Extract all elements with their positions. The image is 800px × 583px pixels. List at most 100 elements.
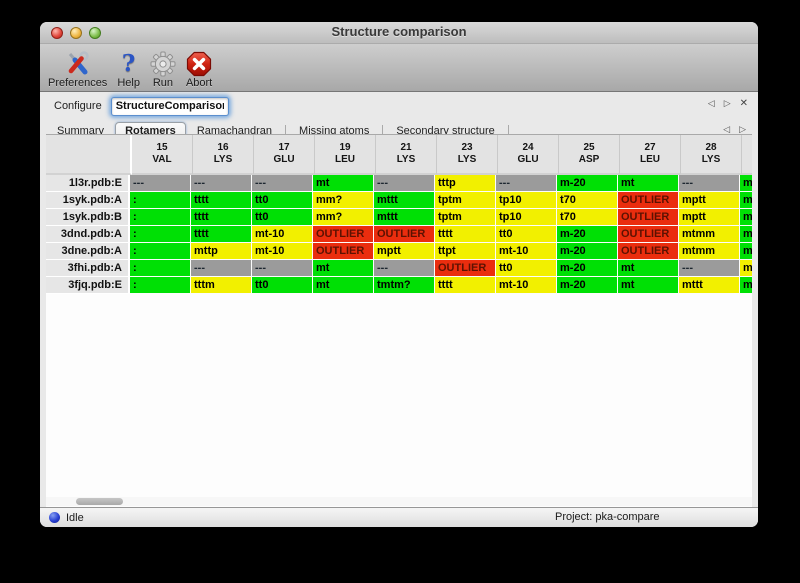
structure-row-label[interactable]: 1syk.pdb:B bbox=[46, 209, 130, 226]
rotamer-cell[interactable]: tt0 bbox=[252, 277, 313, 294]
rotamer-cell[interactable]: tp10 bbox=[496, 209, 557, 226]
rotamer-cell[interactable]: tptm bbox=[435, 209, 496, 226]
rotamer-cell[interactable]: mt-10 bbox=[252, 226, 313, 243]
zoom-window-button[interactable] bbox=[89, 27, 101, 39]
rotamer-cell[interactable]: mt bbox=[313, 277, 374, 294]
rotamer-cell[interactable]: tttp bbox=[435, 175, 496, 192]
rotamer-cell[interactable]: tttt bbox=[191, 209, 252, 226]
rotamer-cell[interactable]: m-20 bbox=[557, 260, 618, 277]
rotamer-cell[interactable]: mt bbox=[313, 260, 374, 277]
rotamer-cell[interactable]: t70 bbox=[557, 192, 618, 209]
rotamer-cell[interactable]: mt bbox=[313, 175, 374, 192]
rotamer-cell[interactable]: tttt bbox=[191, 226, 252, 243]
rotamer-cell[interactable]: mt-10 bbox=[496, 243, 557, 260]
rotamer-cell[interactable]: tmtm? bbox=[374, 277, 435, 294]
rotamer-cell[interactable]: tt0 bbox=[252, 209, 313, 226]
rotamer-cell[interactable]: mt-10 bbox=[252, 243, 313, 260]
rotamer-cell[interactable]: m bbox=[740, 260, 752, 277]
prev-pane-button[interactable]: ◁ bbox=[707, 99, 715, 109]
minimize-window-button[interactable] bbox=[70, 27, 82, 39]
rotamer-cell[interactable]: tt0 bbox=[252, 192, 313, 209]
preferences-button[interactable]: Preferences bbox=[48, 50, 107, 89]
rotamer-cell[interactable]: : bbox=[130, 260, 191, 277]
rotamer-cell[interactable]: mtmm bbox=[679, 226, 740, 243]
abort-button[interactable]: Abort bbox=[186, 50, 212, 89]
structure-row-label[interactable]: 1l3r.pdb:E bbox=[46, 175, 130, 192]
rotamer-cell[interactable]: m bbox=[740, 175, 752, 192]
rotamer-cell[interactable]: : bbox=[130, 277, 191, 294]
rotamer-cell[interactable]: mt bbox=[618, 260, 679, 277]
rotamer-cell[interactable]: tttt bbox=[191, 192, 252, 209]
rotamer-cell[interactable]: tptm bbox=[435, 192, 496, 209]
rotamer-cell[interactable]: mptt bbox=[679, 192, 740, 209]
title-bar[interactable]: Structure comparison bbox=[40, 22, 758, 44]
rotamer-cell[interactable]: : bbox=[130, 226, 191, 243]
rotamer-cell[interactable]: mptt bbox=[679, 209, 740, 226]
tab-scroll-right-button[interactable]: ▷ bbox=[739, 125, 746, 135]
rotamer-cell[interactable]: OUTLIER bbox=[618, 243, 679, 260]
rotamer-cell[interactable]: m-20 bbox=[557, 243, 618, 260]
rotamer-cell[interactable]: --- bbox=[679, 175, 740, 192]
rotamer-cell[interactable]: --- bbox=[496, 175, 557, 192]
help-button[interactable]: ? Help bbox=[117, 50, 140, 89]
next-pane-button[interactable]: ▷ bbox=[723, 99, 731, 109]
configure-name-input[interactable] bbox=[110, 96, 229, 116]
rotamer-cell[interactable]: : bbox=[130, 243, 191, 260]
rotamer-cell[interactable]: m bbox=[740, 243, 752, 260]
rotamer-cell[interactable]: --- bbox=[191, 260, 252, 277]
tab-scroll-left-button[interactable]: ◁ bbox=[723, 125, 731, 135]
rotamer-cell[interactable]: : bbox=[130, 209, 191, 226]
rotamer-cell[interactable]: mt bbox=[618, 175, 679, 192]
rotamer-cell[interactable]: OUTLIER bbox=[618, 226, 679, 243]
rotamer-cell[interactable]: m bbox=[740, 192, 752, 209]
rotamer-cell[interactable]: --- bbox=[252, 260, 313, 277]
rotamer-cell[interactable]: tttm bbox=[191, 277, 252, 294]
run-button[interactable]: Run bbox=[150, 50, 176, 89]
rotamer-cell[interactable]: --- bbox=[191, 175, 252, 192]
rotamer-cell[interactable]: OUTLIER bbox=[313, 226, 374, 243]
rotamer-cell[interactable]: t70 bbox=[557, 209, 618, 226]
rotamer-cell[interactable]: mt-10 bbox=[496, 277, 557, 294]
rotamer-cell[interactable]: tttt bbox=[435, 277, 496, 294]
rotamer-cell[interactable]: mttt bbox=[374, 209, 435, 226]
structure-row-label[interactable]: 1syk.pdb:A bbox=[46, 192, 130, 209]
rotamer-cell[interactable]: OUTLIER bbox=[435, 260, 496, 277]
structure-row-label[interactable]: 3fhi.pdb:A bbox=[46, 260, 130, 277]
rotamer-cell[interactable]: mttt bbox=[679, 277, 740, 294]
rotamer-cell[interactable]: --- bbox=[374, 175, 435, 192]
rotamer-cell[interactable]: mptt bbox=[374, 243, 435, 260]
rotamer-cell[interactable]: mt bbox=[618, 277, 679, 294]
rotamer-cell[interactable]: m-20 bbox=[557, 226, 618, 243]
rotamer-cell[interactable]: tt0 bbox=[496, 260, 557, 277]
rotamer-cell[interactable]: OUTLIER bbox=[374, 226, 435, 243]
rotamer-cell[interactable]: mttp bbox=[191, 243, 252, 260]
rotamer-cell[interactable]: --- bbox=[130, 175, 191, 192]
rotamer-cell[interactable]: : bbox=[130, 192, 191, 209]
structure-row-label[interactable]: 3fjq.pdb:E bbox=[46, 277, 130, 294]
rotamer-cell[interactable]: m bbox=[740, 209, 752, 226]
horizontal-scrollbar[interactable] bbox=[46, 497, 752, 506]
rotamer-cell[interactable]: m bbox=[740, 277, 752, 294]
rotamer-cell[interactable]: m-20 bbox=[557, 277, 618, 294]
rotamer-cell[interactable]: --- bbox=[252, 175, 313, 192]
rotamer-cell[interactable]: m bbox=[740, 226, 752, 243]
rotamer-cell[interactable]: tttt bbox=[435, 226, 496, 243]
rotamer-cell[interactable]: OUTLIER bbox=[313, 243, 374, 260]
structure-row-label[interactable]: 3dnd.pdb:A bbox=[46, 226, 130, 243]
close-window-button[interactable] bbox=[51, 27, 63, 39]
rotamer-cell[interactable]: tp10 bbox=[496, 192, 557, 209]
rotamer-cell[interactable]: OUTLIER bbox=[618, 192, 679, 209]
rotamer-cell[interactable]: OUTLIER bbox=[618, 209, 679, 226]
rotamer-cell[interactable]: mtmm bbox=[679, 243, 740, 260]
close-pane-button[interactable]: ✕ bbox=[739, 98, 748, 109]
rotamer-cell[interactable]: --- bbox=[679, 260, 740, 277]
rotamer-cell[interactable]: --- bbox=[374, 260, 435, 277]
scrollbar-thumb[interactable] bbox=[76, 498, 123, 505]
rotamer-cell[interactable]: mm? bbox=[313, 192, 374, 209]
rotamer-cell[interactable]: mttt bbox=[374, 192, 435, 209]
rotamer-cell[interactable]: m-20 bbox=[557, 175, 618, 192]
rotamer-cell[interactable]: tt0 bbox=[496, 226, 557, 243]
rotamer-cell[interactable]: ttpt bbox=[435, 243, 496, 260]
structure-row-label[interactable]: 3dne.pdb:A bbox=[46, 243, 130, 260]
rotamer-cell[interactable]: mm? bbox=[313, 209, 374, 226]
